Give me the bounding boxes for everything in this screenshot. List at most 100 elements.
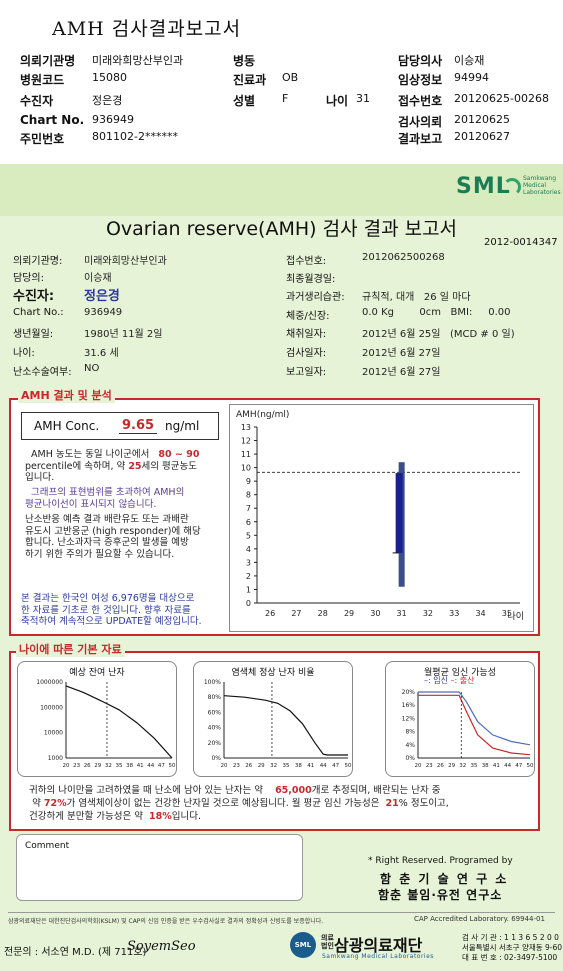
right-info-value: 2012년 6월 25일 (MCD # 0 일) [362, 329, 515, 340]
remaining-eggs-value: 65,000 [275, 785, 312, 796]
institute-2: 함춘 불임·유전 연구소 [378, 888, 503, 902]
amh-report: SML Samkwang Medical Laboratories Ovaria… [0, 164, 563, 971]
y-tick-label: 5 [246, 531, 251, 540]
mini-series-line [418, 691, 531, 746]
mini-y-tick-label: 0% [211, 755, 221, 762]
left-info-value: 이승재 [84, 273, 112, 284]
mini-series-line [65, 685, 173, 759]
page-title: AMH 검사결과보고서 [52, 18, 242, 40]
age-iqr-box [395, 473, 403, 553]
cap-accreditation: CAP Accredited Laboratory. 69944-01 [414, 915, 545, 923]
mini-x-tick-label: 50 [527, 763, 534, 769]
left-info-value: 1980년 11월 2일 [84, 329, 163, 340]
pregnancy-chance-chart: 0% 4% 8% 12% 16% 20% 20 23 26 29 32 35 38 41 44 47 50 [402, 689, 534, 769]
normal-chromosome-title: 염색체 정상 난자 비율 [231, 668, 315, 678]
header-value: 20120625 [454, 113, 510, 126]
mini-x-tick-label: 29 [448, 763, 455, 769]
mini-y-tick-label: 100% [204, 679, 221, 686]
pregnancy-chance-title: 월평균 임신 가능성 [424, 668, 496, 678]
legend-birth: –: 출산 [450, 676, 475, 685]
percentile-range: 80 ~ 90 [158, 449, 200, 460]
y-tick-label: 6 [246, 518, 251, 527]
comment-label: Comment [25, 841, 70, 851]
header-value: 20120625-00268 [454, 92, 549, 105]
foundation-english-name: Samkwang Medical Laboratories [322, 953, 434, 960]
mini-y-tick-label: 40% [208, 725, 222, 732]
header-key: 담당의사 [398, 54, 443, 68]
header-value: F [282, 92, 289, 105]
amh-chart-panel: AMH(ng/ml) 0 1 2 3 4 5 6 7 8 9 10 11 12 13 26 27 28 29 30 31… [229, 404, 534, 632]
y-tick-label: 12 [241, 437, 251, 446]
mini-x-tick-label: 20 [221, 763, 228, 769]
report-header-band [0, 164, 563, 216]
mini-y-tick-label: 10000 [44, 730, 63, 737]
left-info-key: 생년월일: [13, 329, 54, 340]
mini-x-tick-label: 41 [307, 763, 314, 769]
left-info-value: 936949 [84, 307, 123, 318]
mini-x-tick-label: 26 [84, 763, 91, 769]
right-info-value: 0.0 Kg 0cm BMI: 0.00 [362, 307, 511, 318]
header-value: 15080 [92, 71, 127, 84]
y-tick-label: 4 [246, 545, 251, 554]
y-tick-label: 0 [246, 599, 251, 608]
right-info-key: 채취일자: [286, 329, 327, 340]
mini-x-tick-label: 32 [270, 763, 277, 769]
y-tick-label: 8 [246, 491, 251, 500]
header-key: 수진자 [20, 94, 54, 108]
x-tick-label: 28 [318, 609, 328, 618]
mini-x-tick-label: 23 [233, 763, 240, 769]
remaining-eggs-chart: 1000 10000 100000 1000000 20 23 26 29 32 35 38 41 44… [36, 679, 176, 769]
mini-x-tick-label: 44 [504, 763, 511, 769]
header-key: 나이 [326, 94, 349, 108]
header-value: 936949 [92, 113, 134, 126]
mini-y-tick-label: 1000 [48, 755, 63, 762]
header-key: 병동 [233, 54, 256, 68]
header-key: 진료과 [233, 73, 267, 87]
mini-x-tick-label: 29 [258, 763, 265, 769]
header-key: 결과보고 [398, 132, 443, 146]
mini-x-tick-label: 41 [137, 763, 144, 769]
right-info-key: 최종월경일: [286, 274, 336, 285]
sml-logo-arc-icon [503, 178, 521, 196]
result-section-label: AMH 결과 및 분석 [18, 387, 115, 403]
right-info-key: 체중/신장: [286, 311, 330, 322]
left-info-key: 난소수술여부: [13, 367, 72, 378]
header-key: 검사의뢰 [398, 115, 443, 129]
signature: SoyemSeo [127, 939, 196, 954]
mini-x-tick-label: 50 [169, 763, 176, 769]
right-info-value: 2012년 6월 27일 [362, 348, 441, 359]
header-key: Chart No. [20, 113, 85, 127]
right-info-value: 2012062500268 [362, 252, 445, 263]
foundation-name: 삼광의료재단 [334, 936, 423, 955]
footer-divider [8, 912, 555, 913]
mini-y-tick-label: 12% [402, 715, 416, 722]
percentile-text: AMH 농도는 동일 나이군에서 80 ~ 90 percentile에 속하며… [25, 449, 200, 483]
mini-x-tick-label: 41 [493, 763, 500, 769]
graph-note: 그래프의 표현범위를 초과하여 AMH의 평균나이선이 표시되지 않습니다. [25, 487, 185, 510]
right-info-value: 2012년 6월 27일 [362, 367, 441, 378]
y-axis-label: AMH(ng/ml) [236, 410, 289, 420]
remaining-eggs-chart-panel: 예상 잔여 난자 1000 10000 100000 1000000 20 23 26 29 3… [17, 661, 177, 777]
accreditation-note: 삼광의료재단은 대한진단검사의학회(KSLM) 및 CAP의 신임 인증을 받은… [8, 918, 324, 925]
x-tick-label: 31 [397, 609, 407, 618]
x-tick-label: 33 [449, 609, 459, 618]
y-tick-label: 2 [246, 572, 251, 581]
mini-y-tick-label: 0% [405, 755, 415, 762]
left-info-value: 31.6 세 [84, 348, 119, 359]
normal-chromosome-chart-panel: 염색체 정상 난자 비율 0% 20% 40% 60% 80% 100% 20 23 26 29 3… [193, 661, 353, 777]
mini-y-tick-label: 60% [208, 709, 222, 716]
y-tick-label: 7 [246, 504, 251, 513]
mini-x-tick-label: 20 [415, 763, 422, 769]
left-info-value: NO [84, 363, 100, 374]
header-value: 801102-2****** [92, 130, 178, 143]
comment-box: Comment [16, 834, 303, 901]
header-key: 의뢰기관명 [20, 54, 76, 68]
amh-conc-value: 9.65 [119, 418, 158, 434]
x-tick-label: 34 [475, 609, 485, 618]
mini-x-tick-label: 47 [332, 763, 339, 769]
header-key: 주민번호 [20, 132, 65, 146]
mini-x-tick-label: 50 [345, 763, 352, 769]
y-tick-label: 13 [241, 423, 251, 432]
equivalent-age: 25 [128, 460, 142, 472]
